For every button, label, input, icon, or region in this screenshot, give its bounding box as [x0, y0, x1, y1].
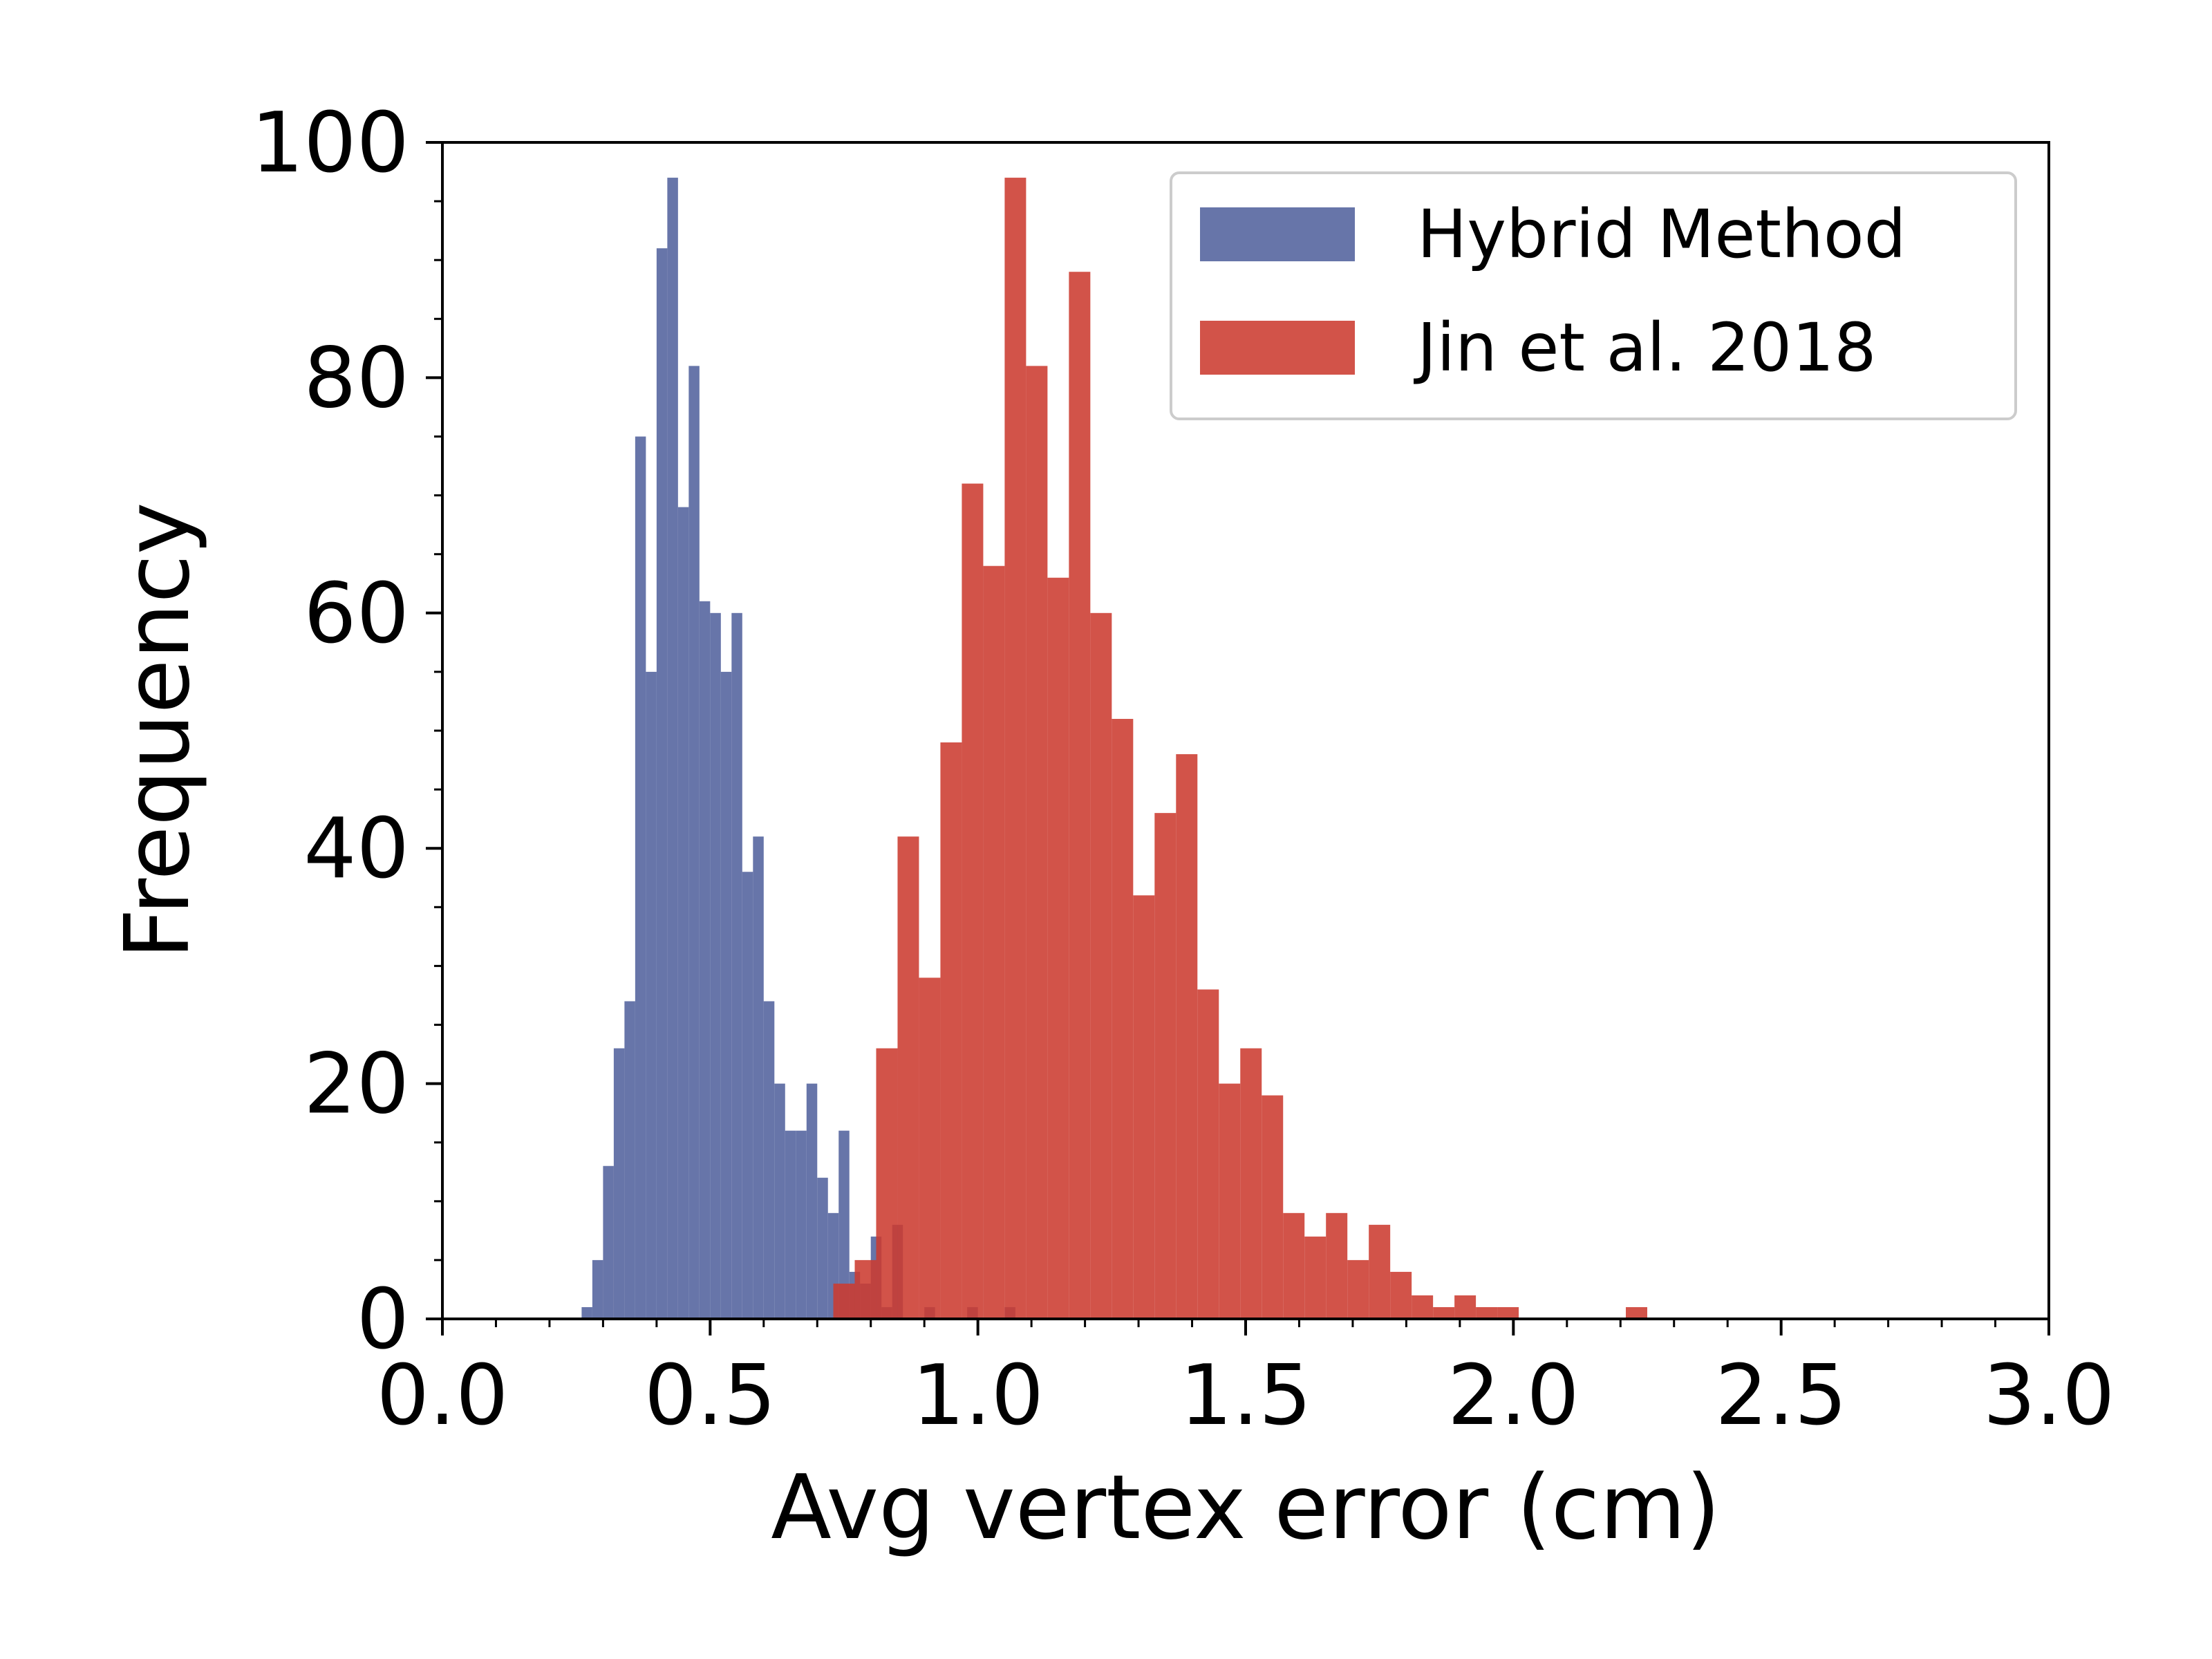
bar-hybrid-8: [667, 178, 678, 1319]
bar-jin-30: [1476, 1306, 1498, 1319]
legend-swatch-jin: [1200, 321, 1355, 375]
bar-hybrid-0: [581, 1306, 592, 1319]
bar-jin-6: [962, 483, 984, 1319]
x-tick-label: 0.0: [377, 1348, 509, 1444]
x-tick-label: 0.5: [644, 1348, 776, 1444]
bar-hybrid-4: [624, 1001, 635, 1319]
x-tick-label: 1.0: [912, 1348, 1044, 1444]
bar-hybrid-5: [635, 436, 646, 1319]
bar-hybrid-7: [656, 248, 668, 1320]
bar-jin-23: [1326, 1212, 1348, 1319]
bar-jin-1: [854, 1259, 877, 1319]
bar-jin-12: [1090, 612, 1112, 1319]
bar-hybrid-12: [710, 612, 721, 1319]
bar-jin-13: [1112, 718, 1134, 1319]
bar-hybrid-15: [742, 872, 753, 1319]
x-axis-title: Avg vertex error (cm): [771, 1456, 1721, 1559]
bar-jin-32: [1626, 1306, 1647, 1319]
x-tick-label: 2.5: [1715, 1348, 1847, 1444]
bar-jin-31: [1497, 1306, 1519, 1319]
legend-label-hybrid: Hybrid Method: [1417, 196, 1906, 273]
legend-label-jin: Jin et al. 2018: [1414, 309, 1876, 386]
bar-jin-14: [1133, 895, 1155, 1319]
bar-hybrid-19: [785, 1130, 796, 1319]
bar-hybrid-22: [817, 1177, 828, 1319]
bar-hybrid-9: [677, 507, 689, 1319]
bar-jin-15: [1154, 813, 1177, 1319]
y-tick-label: 20: [303, 1037, 409, 1133]
legend: Hybrid Method Jin et al. 2018: [1170, 171, 2017, 420]
bar-jin-5: [940, 742, 962, 1319]
y-tick-label: 80: [303, 330, 409, 427]
bar-jin-29: [1454, 1295, 1477, 1319]
bar-hybrid-21: [806, 1083, 818, 1319]
bar-jin-26: [1390, 1271, 1412, 1319]
bar-hybrid-18: [774, 1083, 785, 1319]
bar-jin-18: [1219, 1083, 1241, 1319]
bar-jin-9: [1026, 366, 1048, 1319]
bar-jin-28: [1433, 1306, 1455, 1319]
bar-jin-0: [833, 1283, 855, 1319]
bar-jin-27: [1412, 1295, 1434, 1319]
y-tick-label: 0: [357, 1272, 409, 1368]
bar-hybrid-14: [731, 612, 742, 1319]
bar-jin-20: [1262, 1095, 1284, 1319]
bar-hybrid-17: [763, 1001, 775, 1319]
bar-hybrid-11: [699, 601, 711, 1319]
x-tick-label: 1.5: [1180, 1348, 1312, 1444]
bar-hybrid-13: [720, 671, 732, 1319]
bar-hybrid-1: [592, 1259, 603, 1319]
y-tick-label: 60: [303, 566, 409, 662]
bar-jin-10: [1047, 577, 1069, 1319]
bar-hybrid-6: [646, 671, 657, 1319]
bar-jin-16: [1176, 754, 1198, 1319]
bar-jin-4: [919, 977, 941, 1319]
bar-jin-25: [1369, 1224, 1391, 1319]
y-tick-label: 40: [303, 801, 409, 897]
bar-hybrid-24: [838, 1130, 850, 1319]
x-tick-label: 2.0: [1447, 1348, 1580, 1444]
bar-hybrid-3: [613, 1048, 625, 1319]
bar-jin-19: [1240, 1048, 1262, 1319]
bar-hybrid-10: [688, 366, 700, 1319]
bar-hybrid-2: [603, 1165, 614, 1319]
bar-jin-24: [1347, 1259, 1369, 1319]
bar-jin-21: [1283, 1212, 1305, 1319]
x-tick-label: 3.0: [1983, 1348, 2115, 1444]
bar-jin-7: [983, 565, 1005, 1319]
y-tick-label: 100: [251, 95, 409, 191]
bar-jin-17: [1197, 989, 1219, 1319]
bar-jin-11: [1069, 272, 1091, 1320]
plot-frame: [441, 141, 2050, 1320]
bars-layer: [581, 178, 1647, 1320]
bar-jin-2: [876, 1048, 898, 1319]
y-axis-title: Frequency: [106, 502, 209, 959]
bar-jin-22: [1304, 1236, 1327, 1319]
bar-jin-3: [897, 836, 919, 1319]
bar-jin-8: [1004, 178, 1027, 1319]
bar-hybrid-16: [753, 836, 764, 1319]
legend-box: [1170, 171, 2017, 420]
bar-hybrid-20: [796, 1130, 807, 1319]
legend-swatch-hybrid: [1200, 207, 1355, 261]
